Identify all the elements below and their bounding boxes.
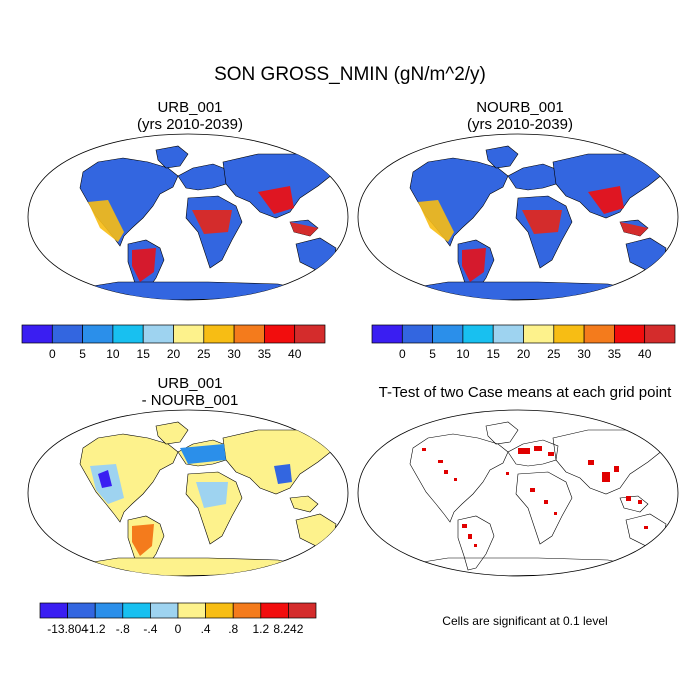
- colorbar-diff-label: .4: [201, 622, 211, 636]
- colorbar-nourb-box: [432, 324, 464, 344]
- colorbar-diff-label: 8.242: [273, 622, 303, 636]
- colorbar-diff-box: [150, 602, 179, 619]
- map-diff-patch-na-strong: [98, 470, 112, 488]
- colorbar-diff-box: [260, 602, 289, 619]
- colorbar-nourb-box: [583, 324, 615, 344]
- panel-title-diff: URB_001 - NOURB_001: [90, 375, 290, 409]
- map-diff-patch-as: [274, 464, 292, 484]
- panel-title-ttest: T-Test of two Case means at each grid po…: [378, 384, 672, 401]
- colorbar-nourb: 0 5 10 15 20 25 30 35 40: [371, 324, 676, 361]
- colorbar-nourb-label: 40: [638, 347, 652, 361]
- map-ttest-ocean: [357, 409, 679, 577]
- colorbar-urb-box: [264, 324, 296, 344]
- colorbar-diff-box: [288, 602, 317, 619]
- colorbar-urb-box: [82, 324, 114, 344]
- colorbar-nourb-box: [553, 324, 585, 344]
- map-nourb-hotspot-as: [588, 186, 624, 214]
- colorbar-urb-box: [173, 324, 205, 344]
- colorbar-urb-box: [142, 324, 174, 344]
- colorbar-diff-box: [177, 602, 206, 619]
- map-ttest: [357, 409, 679, 577]
- colorbar-urb-label: 25: [197, 347, 211, 361]
- map-urb-hotspot-af: [192, 210, 232, 234]
- colorbar-urb-label: 0: [49, 347, 56, 361]
- map-nourb-hotspot-sa: [462, 248, 486, 282]
- map-nourb: [357, 133, 679, 301]
- colorbar-urb-box: [203, 324, 235, 344]
- panel-title-nourb-line2: (yrs 2010-2039): [467, 116, 573, 133]
- significance-cells: [422, 446, 648, 547]
- map-nourb-hotspot-sea: [620, 222, 648, 236]
- colorbar-urb-label: 20: [167, 347, 181, 361]
- colorbar-nourb-label: 20: [517, 347, 531, 361]
- colorbar-urb-box: [294, 324, 326, 344]
- colorbar-diff-box: [39, 602, 68, 619]
- colorbar-diff-label: 1.2: [252, 622, 269, 636]
- colorbar-nourb-label: 5: [429, 347, 436, 361]
- colorbar-urb-label: 30: [227, 347, 241, 361]
- colorbar-urb: 0 5 10 15 20 25 30 35 40: [21, 324, 326, 361]
- colorbar-urb-label: 5: [79, 347, 86, 361]
- panel-title-nourb-line1: NOURB_001: [476, 99, 564, 116]
- panel-title-urb-line1: URB_001: [157, 99, 223, 116]
- colorbar-nourb-box: [644, 324, 676, 344]
- map-diff-patch-af: [196, 482, 228, 508]
- colorbar-nourb-label: 25: [547, 347, 561, 361]
- colorbar-urb-box: [21, 324, 53, 344]
- colorbar-diff-label: -13.804: [47, 622, 88, 636]
- colorbar-diff: -13.804-1.2 -.8 -.4 0 .4 .8 1.2 8.242: [39, 602, 317, 636]
- colorbar-nourb-box: [401, 324, 433, 344]
- panel-title-nourb: NOURB_001 (yrs 2010-2039): [420, 99, 620, 133]
- map-urb-hotspot-as: [258, 186, 294, 214]
- colorbar-diff-label: .8: [228, 622, 238, 636]
- colorbar-nourb-box: [492, 324, 524, 344]
- colorbar-urb-box: [233, 324, 265, 344]
- map-urb-hotspot-sea: [290, 222, 318, 236]
- colorbar-nourb-label: 15: [487, 347, 501, 361]
- panel-title-urb-line2: (yrs 2010-2039): [137, 116, 243, 133]
- colorbar-diff-box: [232, 602, 262, 619]
- colorbar-nourb-label: 35: [608, 347, 622, 361]
- colorbar-urb-box: [112, 324, 144, 344]
- colorbar-urb-label: 40: [288, 347, 302, 361]
- colorbar-diff-label: -.4: [143, 622, 157, 636]
- map-urb-hotspot-sa: [132, 248, 156, 282]
- figure-title: SON GROSS_NMIN (gN/m^2/y): [214, 64, 486, 85]
- colorbar-urb-label: 35: [258, 347, 272, 361]
- colorbar-diff-box: [205, 602, 234, 619]
- colorbar-urb-label: 15: [137, 347, 151, 361]
- colorbar-nourb-label: 10: [456, 347, 470, 361]
- colorbar-nourb-box: [371, 324, 403, 344]
- colorbar-nourb-label: 0: [399, 347, 406, 361]
- colorbar-diff-box: [94, 602, 124, 619]
- map-nourb-hotspot-af: [522, 210, 562, 234]
- colorbar-diff-label: 0: [175, 622, 182, 636]
- colorbar-nourb-label: 30: [577, 347, 591, 361]
- colorbar-urb-label: 10: [106, 347, 120, 361]
- colorbar-nourb-box: [614, 324, 646, 344]
- colorbar-nourb-box: [462, 324, 494, 344]
- map-diff-patch-sa: [132, 524, 154, 556]
- map-urb: [27, 133, 349, 301]
- map-diff: [27, 409, 349, 577]
- colorbar-nourb-box: [523, 324, 555, 344]
- panel-title-urb: URB_001 (yrs 2010-2039): [90, 99, 290, 133]
- map-diff-patch-eu: [180, 444, 226, 464]
- colorbar-diff-box: [67, 602, 96, 619]
- colorbar-urb-box: [51, 324, 83, 344]
- colorbar-diff-box: [122, 602, 151, 619]
- panel-title-diff-line1: URB_001: [157, 375, 223, 392]
- colorbar-diff-label: -1.2: [85, 622, 106, 636]
- significance-note: Cells are significant at 0.1 level: [442, 614, 608, 628]
- colorbar-diff-label: -.8: [116, 622, 130, 636]
- panel-title-diff-line2: - NOURB_001: [141, 392, 239, 409]
- map-urb-hotspot-na: [88, 200, 124, 242]
- map-nourb-hotspot-na: [418, 200, 454, 242]
